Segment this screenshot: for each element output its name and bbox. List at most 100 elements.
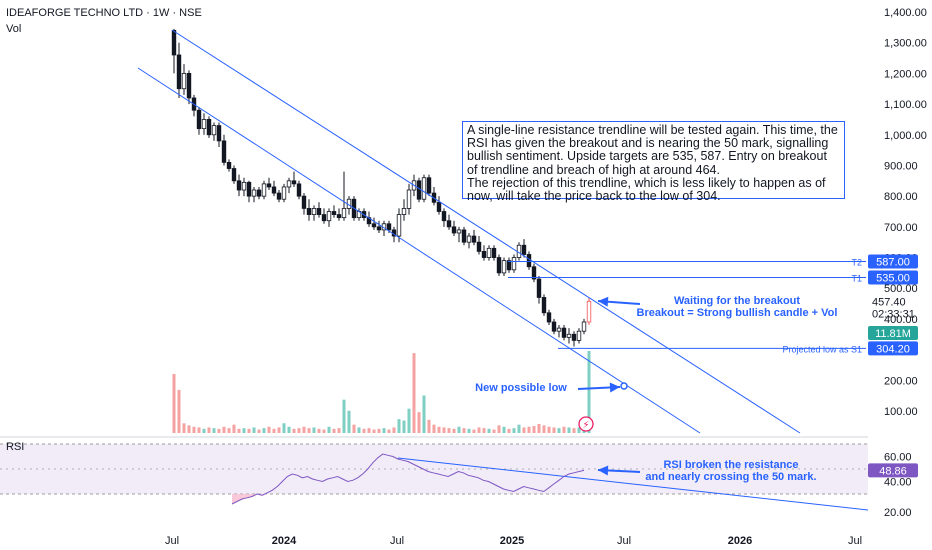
candle-body: [301, 195, 307, 209]
level-value: 304.20: [876, 343, 910, 355]
candle-body: [451, 226, 457, 234]
volume-bar: [352, 424, 356, 433]
volume-bar: [422, 395, 426, 433]
breakout-text-1: Waiting for the breakout: [674, 295, 800, 307]
candle-body: [276, 192, 282, 200]
level-value: 587.00: [876, 257, 910, 269]
candle-body: [566, 333, 572, 338]
volume-bar: [182, 423, 186, 433]
candle-body: [321, 214, 327, 222]
volume-bar: [297, 428, 301, 433]
candle-body: [336, 214, 342, 219]
note-line: of trendline and breach of high at aroun…: [467, 162, 720, 177]
level-badge: [868, 341, 918, 356]
volume-bar: [312, 427, 316, 433]
volume-bar: [277, 427, 281, 433]
volume-bar: [392, 427, 396, 433]
volume-bar: [242, 428, 246, 433]
candle-body: [221, 140, 227, 163]
level-value: 535.00: [876, 272, 910, 284]
volume-bar: [382, 428, 386, 433]
candle-body: [286, 180, 292, 188]
rsi-text-2: and nearly crossing the 50 mark.: [645, 471, 816, 483]
candle-body: [331, 211, 337, 215]
volume-bar: [482, 428, 486, 433]
candle-body: [291, 180, 297, 185]
price-tick-label: 500.00: [884, 283, 918, 295]
volume-bar: [517, 424, 521, 433]
volume-bar: [447, 428, 451, 433]
volume-bar: [362, 428, 366, 433]
volume-bar: [577, 427, 581, 433]
volume-bar: [207, 427, 211, 433]
time-axis-label: Jul: [617, 535, 631, 547]
price-tick-label: 1,000.00: [884, 130, 927, 142]
volume-bar: [497, 425, 501, 433]
candle-body: [421, 177, 427, 200]
volume-bar: [317, 428, 321, 433]
volume-bar: [212, 428, 216, 433]
volume-bar: [462, 428, 466, 433]
volume-bar: [587, 351, 591, 433]
note-line: bullish sentiment. Upside targets are 53…: [467, 149, 827, 164]
volume-bar: [252, 427, 256, 433]
channel-lower-line: [137, 67, 701, 434]
time-axis-label: 2024: [272, 535, 297, 547]
rsi-tick-label: 40.00: [884, 477, 912, 489]
new-low-point: [620, 382, 628, 390]
level-badge: [868, 270, 918, 285]
candle-body: [311, 208, 317, 215]
price-tick-label: 1,400.00: [884, 7, 927, 19]
volume-bar: [257, 429, 261, 433]
volume-bar: [367, 428, 371, 433]
candle-body: [506, 260, 512, 271]
candle-body: [531, 266, 537, 280]
time-axis-label: Jul: [390, 535, 404, 547]
volume-bar: [387, 429, 391, 433]
price-tick-label: 1,300.00: [884, 38, 927, 50]
volume-bar: [487, 428, 491, 433]
candle-body: [441, 211, 447, 222]
volume-bar: [357, 427, 361, 433]
candle-body: [256, 189, 262, 197]
volume-bar: [547, 426, 551, 433]
volume-bar: [472, 429, 476, 433]
volume-bar: [397, 419, 401, 433]
candle-body: [211, 125, 217, 136]
candle-body: [396, 214, 402, 237]
volume-badge: [868, 326, 918, 340]
volume-bar: [202, 428, 206, 433]
candle-body: [306, 208, 312, 215]
price-tick-label: 700.00: [884, 222, 918, 234]
candle-body: [376, 226, 382, 231]
volume-bar: [552, 427, 556, 433]
rsi-trendline: [397, 457, 869, 511]
volume-bar: [562, 426, 566, 433]
rsi-text-1: RSI broken the resistance: [663, 459, 798, 471]
trend-lines: [137, 29, 869, 511]
volume-bar: [272, 428, 276, 433]
volume-badge-text: 11.81M: [875, 328, 911, 340]
volume-bar: [377, 428, 381, 433]
candle-body: [556, 327, 562, 332]
volume-bar: [337, 428, 341, 433]
rsi-tick-label: 20.00: [884, 507, 912, 519]
candle-body: [296, 183, 302, 197]
volume-bar: [187, 425, 191, 433]
candle-body: [581, 321, 587, 332]
candle-body: [261, 183, 267, 197]
candle-body: [406, 189, 412, 209]
volume-bar: [217, 428, 221, 433]
volume-bar: [527, 426, 531, 433]
candle-body: [536, 278, 542, 298]
candle-body: [561, 327, 567, 338]
candle-body: [446, 220, 452, 228]
candle-body: [436, 201, 442, 212]
volume-bar: [292, 428, 296, 433]
volume-bar: [307, 428, 311, 433]
price-tick-label: 800.00: [884, 191, 918, 203]
candle-body: [206, 119, 212, 136]
rsi-arrow-head: [598, 465, 609, 476]
price-tick-label: 400.00: [884, 314, 918, 326]
